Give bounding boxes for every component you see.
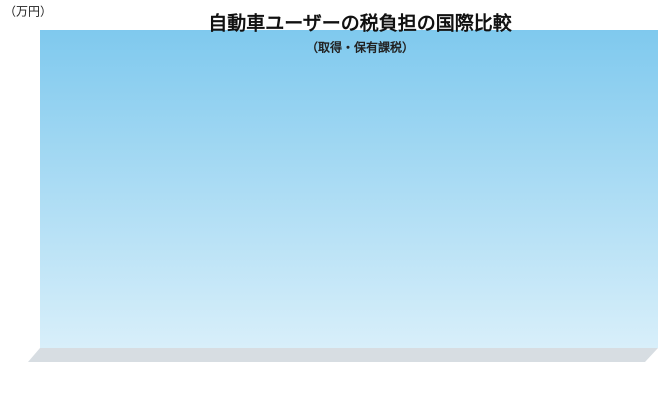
back-wall [40, 30, 658, 348]
floor [28, 348, 658, 362]
chart-subtitle: （取得・保有課税） [306, 40, 414, 55]
chart-title: 自動車ユーザーの税負担の国際比較 [208, 12, 513, 35]
y-unit: （万円） [4, 5, 52, 19]
